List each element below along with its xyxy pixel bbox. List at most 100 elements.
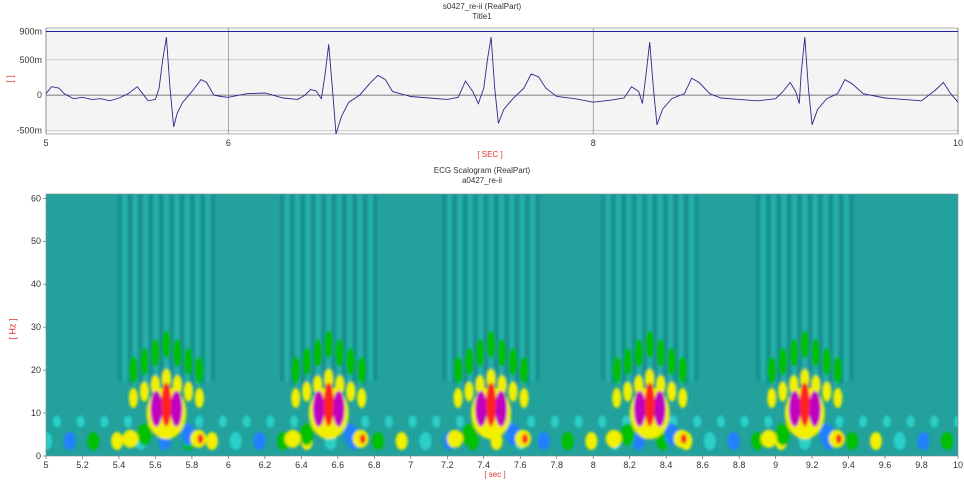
scalogram-mid-lobe	[645, 368, 655, 389]
scalogram-mid-lobe	[778, 381, 788, 402]
scalogram-x-tick-label: 5	[43, 460, 48, 470]
scalogram-low-band-blob	[930, 415, 939, 428]
scalogram-mid-lobe	[667, 347, 676, 376]
scalogram-mid-lobe	[822, 381, 832, 402]
scalogram-low-band-blob	[740, 415, 749, 428]
scalogram-mid-lobe	[195, 356, 204, 385]
scalogram-core-side	[137, 423, 152, 446]
ecg-plot-area	[45, 27, 959, 135]
scalogram-low-band-blob	[537, 431, 550, 450]
scalogram-low-band-blob	[205, 431, 218, 450]
scalogram-core-magenta	[495, 390, 508, 427]
ecg-y-ticks: 900m 500m 0 -500m	[16, 27, 42, 136]
scalogram-low-band-blob	[361, 415, 370, 428]
scalogram-low-band-blob	[917, 431, 930, 450]
scalogram-core-red	[644, 382, 655, 427]
scalogram-mid-lobe	[519, 388, 529, 409]
scalogram-core-spot	[835, 433, 842, 444]
scalogram-y-tick-label: 50	[31, 236, 41, 246]
scalogram-low-band-blob	[52, 415, 61, 428]
scalogram-x-tick-label: 8	[591, 460, 596, 470]
scalogram-mid-lobe	[151, 338, 160, 367]
scalogram-core-magenta	[475, 390, 488, 427]
scalogram-mid-lobe	[453, 388, 463, 409]
scalogram-low-band-blob	[598, 415, 607, 428]
scalogram-x-tick-label: 8.4	[660, 460, 673, 470]
scalogram-mid-lobe	[645, 330, 654, 359]
scalogram-low-band-blob	[585, 431, 598, 450]
scalogram-mid-lobe	[498, 338, 507, 367]
scalogram-mid-lobe	[335, 338, 344, 367]
scalogram-core-side	[605, 429, 622, 448]
scalogram-core-side	[462, 423, 477, 446]
scalogram-mid-lobe	[140, 347, 149, 376]
scalogram-low-band-blob	[195, 415, 204, 428]
scalogram-x-tick-label: 9.2	[806, 460, 819, 470]
ecg-chart-subtitle: Title1	[472, 12, 492, 21]
scalogram-mid-lobe	[161, 368, 171, 389]
scalogram-x-tick-label: 9.6	[879, 460, 892, 470]
scalogram-low-band-blob	[527, 415, 536, 428]
ecg-x-tick-label: 6	[226, 138, 231, 148]
scalogram-mid-lobe	[508, 381, 518, 402]
scalogram-y-tick-label: 0	[36, 451, 41, 461]
scalogram-x-tick-label: 8.8	[733, 460, 746, 470]
scalogram-low-band-blob	[846, 431, 859, 450]
scalogram-mid-lobe	[487, 330, 496, 359]
scalogram-low-band-blob	[111, 431, 124, 450]
scalogram-mid-lobe	[357, 388, 367, 409]
scalogram-y-tick-label: 60	[31, 193, 41, 203]
scalogram-low-band-blob	[371, 431, 384, 450]
scalogram-title: ECG Scalogram (RealPart)	[433, 166, 531, 175]
scalogram-low-band-blob	[395, 431, 408, 450]
ecg-chart-title: s0427_re-ii (RealPart)	[442, 2, 522, 11]
scalogram-core-red	[161, 382, 172, 427]
scalogram-mid-lobe	[800, 330, 809, 359]
scalogram-x-ticks: 5 5.2 5.4 5.6 5.8 6 6.2 6.4 6.6 6.8 7 7.2 7.4 7.6 7.8 8…	[43, 456, 963, 470]
ecg-y-tick-label: 500m	[19, 55, 42, 65]
scalogram-mid-lobe	[302, 381, 312, 402]
scalogram-x-axis-label: [ sec ]	[484, 470, 506, 479]
scalogram-mid-lobe	[634, 338, 643, 367]
scalogram-core-red	[323, 382, 334, 427]
scalogram-mid-lobe	[465, 347, 474, 376]
scalogram-core-side	[447, 429, 464, 448]
scalogram-low-band-blob	[253, 431, 266, 450]
ecg-x-tick-label: 5	[43, 138, 48, 148]
scalogram-mid-lobe	[822, 347, 831, 376]
scalogram-x-tick-label: 5.8	[186, 460, 199, 470]
scalogram-y-tick-label: 40	[31, 279, 41, 289]
scalogram-low-band-blob	[703, 431, 716, 450]
scalogram-mid-lobe	[454, 356, 463, 385]
scalogram-low-band-blob	[869, 431, 882, 450]
scalogram-mid-lobe	[324, 368, 334, 389]
scalogram-x-tick-label: 8.6	[696, 460, 709, 470]
scalogram-low-band-blob	[124, 415, 133, 428]
scalogram-core-magenta	[633, 390, 646, 427]
scalogram-x-tick-label: 6.4	[295, 460, 308, 470]
scalogram-low-band-blob	[859, 415, 868, 428]
scalogram-low-band-blob	[550, 415, 559, 428]
scalogram-low-band-blob	[906, 415, 915, 428]
scalogram-mid-lobe	[346, 347, 355, 376]
scalogram-mid-lobe	[184, 347, 193, 376]
scalogram-frame	[45, 193, 959, 457]
scalogram-x-tick-label: 7.8	[550, 460, 563, 470]
ecg-y-tick-label: 900m	[19, 27, 42, 37]
scalogram-low-band-blob	[229, 431, 242, 450]
scalogram-low-band-blob	[751, 431, 764, 450]
scalogram-low-band-blob	[46, 431, 52, 450]
scalogram-mid-lobe	[324, 330, 333, 359]
scalogram-core-side	[775, 423, 790, 446]
scalogram-core-magenta	[788, 390, 801, 427]
scalogram-mid-lobe	[486, 368, 496, 389]
scalogram-core-spot	[522, 433, 529, 444]
scalogram-x-tick-label: 7.4	[478, 460, 491, 470]
scalogram-x-tick-label: 7.2	[441, 460, 454, 470]
scalogram-mid-lobe	[623, 347, 632, 376]
scalogram-y-tick-label: 20	[31, 365, 41, 375]
scalogram-low-band-blob	[290, 415, 299, 428]
scalogram-core-magenta	[312, 390, 325, 427]
scalogram-mid-lobe	[667, 381, 677, 402]
scalogram-x-tick-label: 8.2	[623, 460, 636, 470]
